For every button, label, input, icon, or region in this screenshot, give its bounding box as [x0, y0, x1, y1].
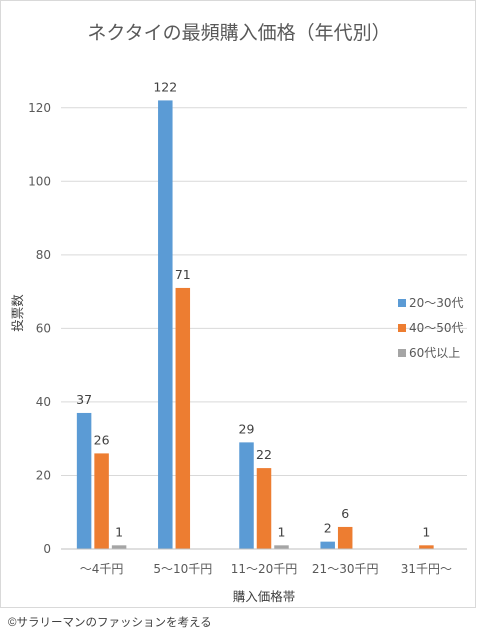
bar-3 — [111, 545, 127, 549]
bar-2 — [256, 468, 272, 549]
data-label: 26 — [94, 432, 110, 447]
legend-label: 40～50代 — [409, 321, 464, 335]
y-tick-label: 20 — [36, 468, 51, 482]
chart-title: ネクタイの最頻購入価格（年代別） — [87, 22, 390, 44]
chart-frame: ネクタイの最頻購入価格（年代別） 0 20 40 60 80 100 120 37 26 1 12… — [0, 0, 476, 608]
legend-swatch — [398, 349, 406, 357]
data-label: 71 — [175, 267, 191, 282]
x-tick-label: 31千円～ — [401, 562, 452, 576]
y-axis-ticks: 0 20 40 60 80 100 120 — [28, 101, 51, 556]
gridlines — [61, 107, 467, 476]
bar-2 — [337, 526, 353, 549]
x-tick-label: ～4千円 — [80, 562, 124, 576]
y-tick-label: 40 — [36, 395, 51, 409]
legend-swatch — [398, 299, 406, 307]
y-tick-label: 120 — [28, 101, 51, 115]
data-label: 1 — [422, 524, 430, 539]
y-tick-label: 0 — [43, 542, 51, 556]
bar-2 — [419, 545, 434, 549]
y-tick-label: 80 — [36, 248, 51, 262]
x-axis-label: 購入価格帯 — [233, 589, 296, 604]
x-axis-ticks: ～4千円 5～10千円 11～20千円 21～30千円 31千円～ — [80, 562, 452, 576]
data-label: 2 — [324, 521, 332, 536]
y-axis-label: 投票数 — [10, 294, 25, 332]
legend-label: 20～30代 — [409, 296, 464, 310]
x-tick-label: 11～20千円 — [231, 562, 298, 576]
data-label: 22 — [256, 447, 272, 462]
legend-swatch — [398, 324, 406, 332]
data-label: 6 — [341, 506, 349, 521]
data-label: 122 — [153, 79, 177, 94]
y-tick-label: 60 — [36, 321, 51, 335]
data-label: 29 — [239, 421, 255, 436]
bar-1 — [158, 100, 173, 550]
bar-2 — [94, 453, 109, 549]
bar-2 — [175, 287, 191, 549]
y-tick-label: 100 — [28, 174, 51, 188]
legend-label: 60代以上 — [409, 346, 460, 360]
copyright-credit: ©サラリーマンのファッションを考える — [8, 617, 212, 629]
bar-1 — [76, 412, 92, 549]
bar-3 — [274, 545, 289, 549]
bars — [76, 100, 434, 550]
bar-1 — [239, 442, 254, 549]
data-label: 37 — [76, 392, 92, 407]
bar-1 — [320, 541, 335, 549]
x-tick-label: 21～30千円 — [312, 562, 379, 576]
data-label: 1 — [278, 524, 286, 539]
data-label: 1 — [115, 524, 123, 539]
legend: 20～30代 40～50代 60代以上 — [398, 296, 464, 360]
x-tick-label: 5～10千円 — [153, 562, 212, 576]
